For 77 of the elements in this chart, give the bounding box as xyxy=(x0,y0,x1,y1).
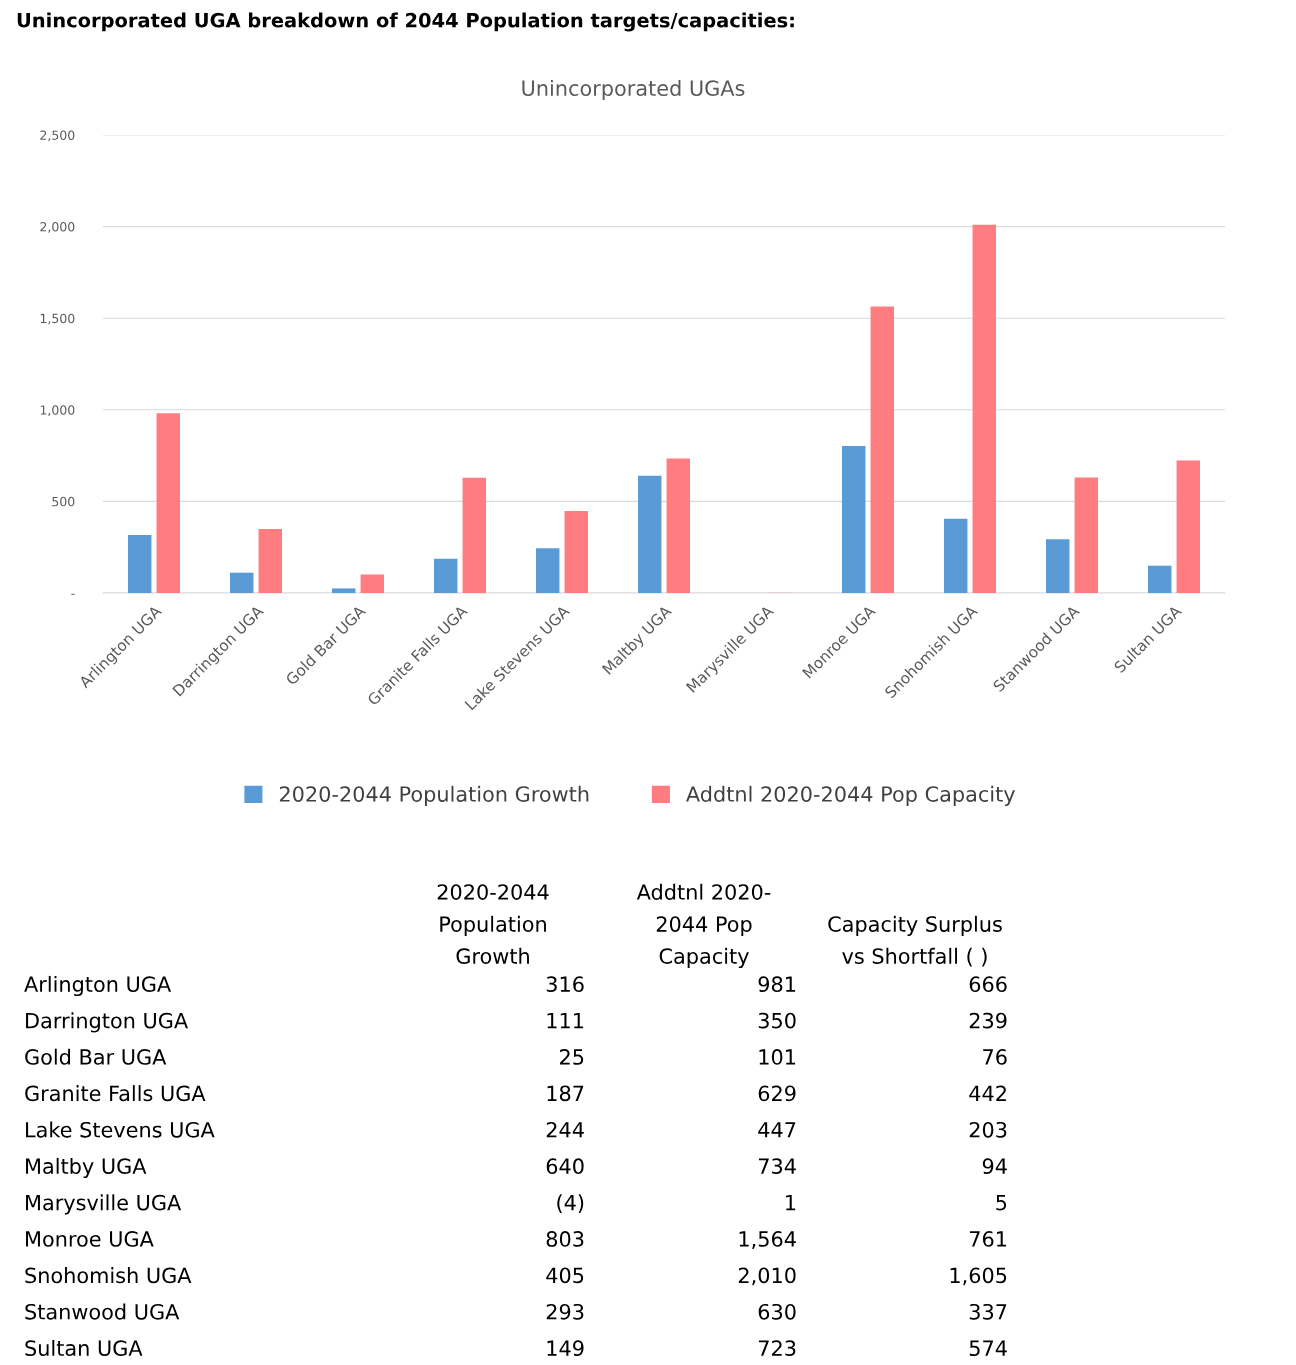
bar xyxy=(1074,477,1099,593)
y-tick-label: 2,500 xyxy=(40,130,75,142)
data-label: 574 xyxy=(969,1340,1007,1357)
data-label: 25 xyxy=(560,1049,584,1065)
data-label: 405 xyxy=(546,1267,584,1284)
bar xyxy=(943,518,968,593)
bar xyxy=(972,224,997,593)
bar xyxy=(1045,539,1070,593)
data-label: 640 xyxy=(546,1158,584,1175)
legend-label: 2020-2044 Population Growth xyxy=(279,785,589,806)
data-label: 94 xyxy=(982,1158,1007,1175)
data-label: 350 xyxy=(758,1012,796,1029)
bar xyxy=(331,588,356,593)
bar xyxy=(127,535,152,593)
data-label: 149 xyxy=(547,1340,584,1357)
data-label: 2,010 xyxy=(738,1267,796,1286)
category-label: Marysville UGA xyxy=(26,1194,182,1215)
data-label: 337 xyxy=(969,1303,1007,1320)
data-label: 239 xyxy=(969,1012,1007,1029)
data-label: 630 xyxy=(758,1303,796,1320)
data-label: 442 xyxy=(969,1085,1006,1101)
data-label: 101 xyxy=(759,1049,796,1065)
data-label: 1 xyxy=(786,1194,796,1211)
data-label: 723 xyxy=(758,1340,796,1357)
bar xyxy=(564,511,589,593)
data-label: 244 xyxy=(546,1121,584,1138)
bar xyxy=(258,528,283,593)
category-label: Maltby UGA xyxy=(26,1157,147,1179)
category-label: Arlington UGA xyxy=(24,975,172,997)
category-label: Granite Falls UGA xyxy=(25,1085,206,1102)
data-label: 734 xyxy=(758,1158,796,1175)
category-label: Monroe UGA xyxy=(26,1231,154,1247)
category-label: Stanwood UGA xyxy=(25,1303,180,1320)
chart-title: Unincorporated UGA breakdown of 2044 Population targets/capacities: xyxy=(17,12,794,32)
data-label: 76 xyxy=(983,1049,1007,1065)
data-label: 629 xyxy=(758,1085,796,1102)
y-tick-label: - xyxy=(71,593,75,595)
data-label: 1,605 xyxy=(950,1267,1007,1286)
bar xyxy=(156,413,181,593)
bar xyxy=(462,477,487,593)
data-label: 803 xyxy=(546,1231,584,1247)
data-label: 666 xyxy=(969,976,1007,993)
data-label: 1,564 xyxy=(739,1231,796,1249)
y-tick-label: 1,000 xyxy=(40,405,75,416)
category-label: Lake Stevens UGA xyxy=(26,1121,215,1138)
data-label: 293 xyxy=(546,1303,584,1320)
data-label: 187 xyxy=(547,1085,584,1102)
bar xyxy=(841,445,866,593)
bar xyxy=(433,558,458,593)
category-label: Sultan UGA xyxy=(25,1339,143,1357)
data-label: 111 xyxy=(547,1012,584,1029)
data-label: (4) xyxy=(557,1194,584,1213)
bar xyxy=(637,475,662,593)
y-tick-label: 2,000 xyxy=(40,222,75,233)
bar xyxy=(229,572,254,593)
bar xyxy=(535,548,560,593)
chart-subtitle: Unincorporated UGAs xyxy=(522,79,745,101)
data-label: 447 xyxy=(758,1122,796,1138)
y-tick-label: 1,500 xyxy=(40,313,75,325)
legend-label: Addtnl 2020-2044 Pop Capacity xyxy=(686,785,1015,806)
data-label: 761 xyxy=(969,1231,1007,1247)
data-label: 981 xyxy=(758,976,796,993)
category-label: Snohomish UGA xyxy=(25,1267,192,1284)
bar xyxy=(1147,565,1172,593)
text: Capacity Surplus vs Shortfall ( ) xyxy=(828,915,1002,967)
text: Addtnl 2020- 2044 Pop Capacity xyxy=(636,883,771,968)
data-label: 5 xyxy=(996,1194,1007,1211)
data-label: 316 xyxy=(546,976,584,993)
y-tick-label: 500 xyxy=(52,496,75,507)
bar xyxy=(870,306,895,593)
bar xyxy=(666,458,691,593)
data-label: 203 xyxy=(969,1121,1007,1138)
text: 2020-2044 Population Growth xyxy=(437,884,549,964)
bar xyxy=(360,574,385,593)
category-label: Darrington UGA xyxy=(26,1012,188,1033)
bar xyxy=(1176,460,1201,593)
category-label: Gold Bar UGA xyxy=(25,1048,167,1065)
